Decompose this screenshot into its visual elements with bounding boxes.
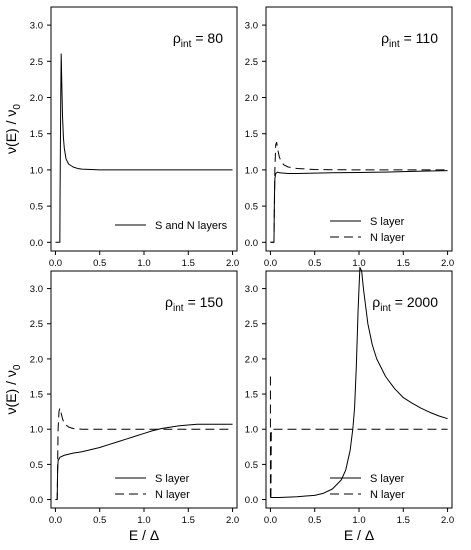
y-tick-label: 0.5	[245, 202, 258, 213]
rho-value: = 110	[404, 30, 439, 46]
y-tick-label: 1.5	[30, 390, 43, 401]
x-tick-label: 2.0	[226, 515, 239, 526]
legend-label: N layer	[370, 232, 405, 244]
y-tick-label: 0.0	[30, 238, 43, 249]
rho-annotation: ρint = 2000	[372, 294, 438, 314]
y-tick-label: 1.0	[245, 425, 258, 436]
x-tick-label: 0.5	[93, 515, 106, 526]
y-tick-label: 0.5	[30, 202, 43, 213]
y-axis-label: ν(E) / ν0	[3, 104, 23, 154]
x-tick-label: 1.5	[397, 258, 410, 269]
legend-label: S layer	[155, 473, 190, 485]
rho-subscript: int	[389, 39, 400, 50]
y-axis-label-main: ν(E) / ν	[3, 370, 19, 414]
x-tick-label: 0.5	[308, 258, 321, 269]
rho-value: = 150	[188, 294, 224, 310]
y-axis-label-main: ν(E) / ν	[3, 110, 19, 154]
y-tick-label: 0.0	[30, 495, 43, 506]
x-tick-label: 2.0	[226, 258, 239, 269]
y-tick-label: 1.0	[30, 425, 43, 436]
x-axis-label: E / Δ	[129, 527, 159, 543]
rho-symbol: ρ	[372, 294, 380, 310]
series-line-s-layer	[270, 266, 448, 498]
series-line-s-layer	[270, 170, 448, 243]
series-line-s-layer	[55, 423, 233, 501]
legend-label: N layer	[155, 489, 190, 501]
panel-2: 0.0 0.5 1.0 1.5 2.0 2.5 3.0 0.0 0.5 1.0 1.5 2.0 ρint…	[245, 6, 454, 269]
rho-subscript: int	[380, 303, 391, 314]
x-tick-label: 1.5	[182, 258, 195, 269]
rho-subscript: int	[181, 39, 192, 50]
x-tick-label: 2.0	[441, 258, 454, 269]
y-tick-label: 2.0	[245, 93, 258, 104]
panel-3: 0.0 0.5 1.0 1.5 2.0 2.5 3.0 0.0 0.5 1.0 1.5 2.0 ρint…	[3, 270, 239, 543]
y-tick-label: 3.0	[30, 284, 43, 295]
series-line-s-layer	[55, 53, 233, 243]
x-tick-label: 1.0	[352, 258, 365, 269]
rho-symbol: ρ	[165, 294, 173, 310]
legend-label: S layer	[370, 473, 405, 485]
y-tick-label: 2.0	[30, 93, 43, 104]
x-tick-label: 1.0	[137, 258, 150, 269]
rho-subscript: int	[173, 303, 184, 314]
y-tick-label: 0.0	[245, 238, 258, 249]
y-tick-label: 1.0	[30, 165, 43, 176]
y-tick-label: 0.5	[30, 460, 43, 471]
x-tick-label: 0.5	[308, 515, 321, 526]
x-tick-label: 0.0	[264, 515, 277, 526]
rho-annotation: ρint = 150	[165, 294, 223, 314]
y-tick-label: 1.5	[30, 129, 43, 140]
rho-symbol: ρ	[173, 30, 181, 46]
y-tick-label: 2.5	[30, 319, 43, 330]
rho-symbol: ρ	[381, 30, 389, 46]
x-tick-label: 0.0	[49, 515, 62, 526]
y-tick-label: 1.0	[245, 165, 258, 176]
y-axis-label: ν(E) / ν0	[3, 364, 23, 414]
series-line-n-layer	[270, 141, 448, 243]
y-tick-label: 1.5	[245, 390, 258, 401]
y-tick-label: 2.0	[30, 354, 43, 365]
series-line-n-layer	[55, 407, 233, 501]
y-tick-label: 2.0	[245, 354, 258, 365]
x-tick-label: 1.5	[397, 515, 410, 526]
x-tick-label: 1.5	[182, 515, 195, 526]
y-tick-label: 0.0	[245, 495, 258, 506]
y-axis-label-sub: 0	[12, 364, 23, 370]
legend-label: N layer	[370, 489, 405, 501]
rho-value: = 80	[195, 30, 223, 46]
rho-annotation: ρint = 80	[173, 30, 223, 50]
x-tick-label: 0.5	[93, 258, 106, 269]
legend-label: S layer	[370, 216, 405, 228]
x-tick-label: 0.0	[49, 258, 62, 269]
legend-label: S and N layers	[155, 220, 228, 232]
y-tick-label: 2.5	[245, 319, 258, 330]
x-tick-label: 1.0	[352, 515, 365, 526]
y-axis-label-sub: 0	[12, 104, 23, 110]
y-tick-label: 3.0	[30, 21, 43, 32]
panel-1: 0.0 0.5 1.0 1.5 2.0 2.5 3.0 0.0 0.5 1.0 1.5 2.0 ρint…	[3, 6, 239, 269]
x-tick-label: 2.0	[441, 515, 454, 526]
y-tick-label: 2.5	[30, 57, 43, 68]
x-tick-label: 0.0	[264, 258, 277, 269]
y-tick-label: 0.5	[245, 460, 258, 471]
x-axis-label: E / Δ	[344, 527, 374, 543]
y-tick-label: 3.0	[245, 284, 258, 295]
rho-value: = 2000	[395, 294, 438, 310]
y-tick-label: 2.5	[245, 57, 258, 68]
panel-4: 0.0 0.5 1.0 1.5 2.0 2.5 3.0 0.0 0.5 1.0 1.5 2.0 ρint…	[245, 266, 454, 543]
rho-annotation: ρint = 110	[381, 30, 438, 50]
series-line-n-layer	[269, 376, 448, 501]
y-tick-label: 1.5	[245, 129, 258, 140]
y-tick-label: 3.0	[245, 21, 258, 32]
x-tick-label: 1.0	[137, 515, 150, 526]
